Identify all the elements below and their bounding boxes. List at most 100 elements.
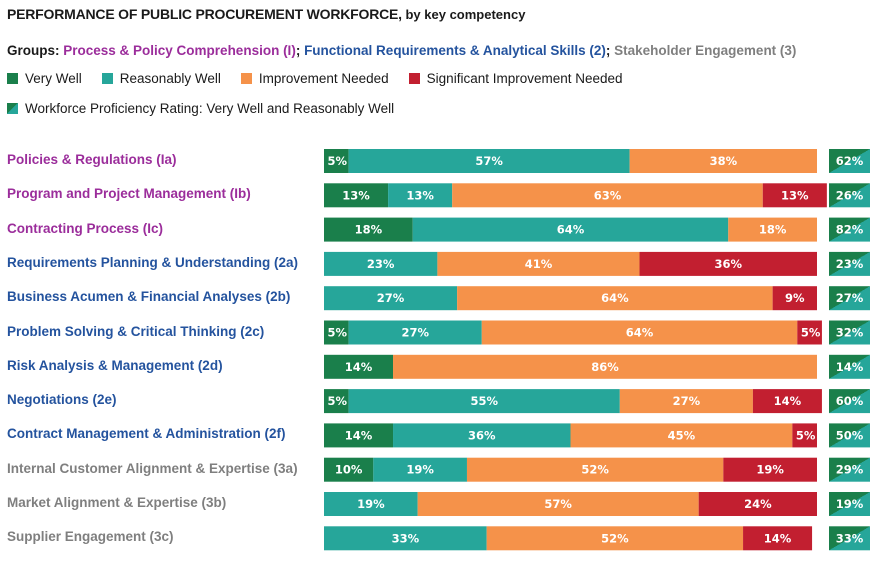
bar-segment-reasonably-well [324,526,487,551]
bar-row: 18% 64% 18% 82% [324,217,870,242]
proficiency-badge [829,423,870,448]
legend-swatch-proficiency-rating [7,103,18,114]
group-separator: ; [295,43,305,58]
data-label: 9% [785,291,805,305]
bar-segment-improvement-needed [481,320,798,345]
data-label: 19% [357,497,385,511]
legend-item-very-well: Very Well [7,71,82,86]
bar-segment-improvement-needed [457,286,773,311]
bar-segment-significant-improvement [792,423,817,448]
bar-segment-very-well [324,423,394,448]
bar-row: 14% 36% 45% 5% 50% [324,423,870,448]
bar-segment-improvement-needed [570,423,793,448]
legend-label: Significant Improvement Needed [426,71,623,86]
bar-segment-significant-improvement [698,492,817,516]
category-label: Program and Project Management (Ib) [7,186,251,202]
proficiency-badge [829,217,870,242]
group-1-label: Process & Policy Comprehension (I) [63,43,296,58]
category-label: Business Acumen & Financial Analyses (2b… [7,289,291,305]
bar-segment-significant-improvement [797,320,822,345]
bar-segment-significant-improvement [752,389,822,414]
bar-row: 13% 13% 63% 13% 26% [324,183,870,208]
bar-segment-very-well [324,183,389,208]
data-label: 38% [710,154,738,168]
category-label: Supplier Engagement (3c) [7,529,174,545]
data-label: 14% [764,531,792,545]
bar-segment-improvement-needed [728,217,817,242]
legend-label: Very Well [25,71,82,86]
bar-segment-reasonably-well [324,251,438,276]
bar-segment-improvement-needed [437,251,640,276]
bar-row: 19% 57% 24% 19% [324,492,870,516]
category-label: Contract Management & Administration (2f… [7,426,286,442]
bar-row: 10% 19% 52% 19% 29% [324,457,870,482]
proficiency-badge [829,320,870,345]
data-label: 27% [673,394,701,408]
bar-segment-improvement-needed [486,526,744,551]
category-label: Policies & Regulations (Ia) [7,152,177,167]
category-label: Risk Analysis & Management (2d) [7,357,223,373]
proficiency-label: 14% [836,360,864,374]
data-label: 36% [714,257,742,271]
data-label: 5% [328,326,348,340]
bar-segment-reasonably-well [324,492,418,516]
proficiency-badge [829,526,870,551]
chart-title-main: PERFORMANCE OF PUBLIC PROCUREMENT WORKFO… [7,6,402,22]
group-3-label: Stakeholder Engagement (3) [614,43,797,58]
bar-segment-reasonably-well [348,149,630,173]
bar-segment-reasonably-well [348,320,482,345]
category-label: Market Alignment & Expertise (3b) [7,495,227,510]
category-label: Requirements Planning & Understanding (2… [7,254,299,270]
data-label: 13% [406,188,434,202]
proficiency-label: 60% [836,394,864,408]
bar-row: 23% 41% 36% 23% [324,251,870,276]
bar-segment-improvement-needed [466,457,724,482]
data-label: 64% [626,326,654,340]
data-label: 5% [801,326,821,340]
data-label: 33% [392,531,420,545]
bar-segment-improvement-needed [619,389,753,414]
data-label: 27% [401,326,429,340]
legend-swatch-significant-improvement [408,73,420,84]
bar-segment-significant-improvement [639,251,817,276]
legend-swatch-improvement-needed [240,73,252,84]
bar-segment-significant-improvement [743,526,813,551]
legend-item-proficiency-rating: Workforce Proficiency Rating: Very Well … [7,101,394,116]
bar-segment-reasonably-well [393,423,571,448]
bar-segment-very-well [324,320,349,345]
proficiency-badge [829,286,870,311]
category-label: Negotiations (2e) [7,392,117,408]
bar-segment-very-well [324,217,413,242]
chart-title-sub: by key competency [401,7,526,22]
bar-row: 5% 57% 38% 62% [324,149,870,173]
data-label: 52% [601,531,629,545]
proficiency-badge [829,149,870,173]
bar-segment-reasonably-well [373,457,467,482]
data-label: 24% [744,497,772,511]
bar-segment-reasonably-well [388,183,453,208]
legend-swatch-very-well [7,73,18,84]
chart-title: PERFORMANCE OF PUBLIC PROCUREMENT WORKFO… [7,6,525,22]
data-label: 52% [581,463,609,477]
bar-segment-reasonably-well [348,389,620,414]
bar-segment-improvement-needed [393,354,817,379]
data-label: 13% [342,188,370,202]
data-label: 18% [759,223,787,237]
data-label: 10% [335,463,363,477]
proficiency-badge [829,251,870,276]
data-label: 64% [557,223,585,237]
data-label: 63% [594,188,622,202]
data-label: 14% [774,394,802,408]
group-2-label: Functional Requirements & Analytical Ski… [304,43,606,58]
legend-label: Improvement Needed [258,71,389,86]
bar-segment-very-well [324,457,374,482]
data-label: 5% [328,154,348,168]
data-label: 5% [328,394,348,408]
data-label: 14% [345,360,373,374]
data-label: 13% [781,188,809,202]
data-label: 19% [756,463,784,477]
legend-proficiency: Workforce Proficiency Rating: Very Well … [7,101,414,116]
bar-row: 33% 52% 14% 33% [324,526,870,551]
data-label: 18% [355,223,383,237]
legend-swatch-reasonably-well [101,73,113,84]
